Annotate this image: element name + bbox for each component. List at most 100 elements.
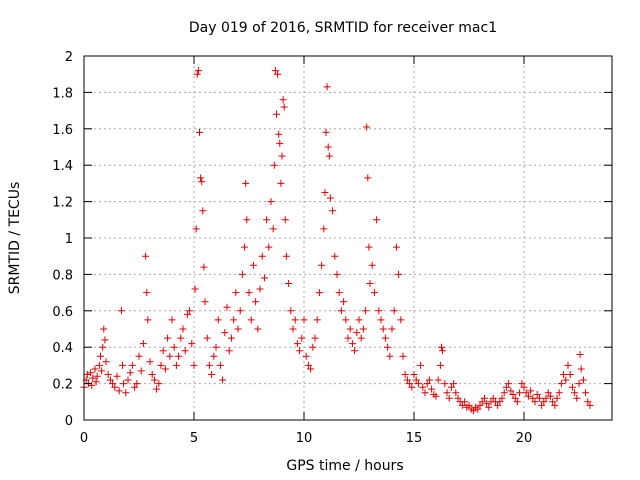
data-point [277,179,285,187]
data-point [181,347,189,355]
data-point [219,376,227,384]
data-point [88,381,96,389]
data-point [109,380,117,388]
data-point [115,387,123,395]
data-point [324,143,332,151]
data-point [403,376,411,384]
data-point [436,361,444,369]
data-point [263,216,271,224]
data-point [223,303,231,311]
data-point [531,398,539,406]
data-point [216,361,224,369]
data-point [476,401,484,409]
data-point [438,343,445,351]
data-point [168,316,176,324]
data-point [274,70,282,78]
data-point [144,316,152,324]
data-point [344,334,352,342]
data-point [511,394,519,402]
data-point [95,361,103,369]
data-point [221,329,229,337]
data-point [143,289,151,297]
data-point [447,383,455,391]
data-point [126,369,134,377]
data-point [313,316,321,324]
chart-title: Day 019 of 2016, SRMTID for receiver mac… [189,20,497,36]
data-point [99,343,107,351]
data-point [474,405,482,413]
data-point [101,336,109,344]
data-point [450,380,458,388]
data-point [242,179,250,187]
data-point [562,376,570,384]
data-point [568,383,576,391]
data-point [576,351,584,358]
data-point [280,103,288,111]
data-point [381,334,389,342]
data-point [100,325,108,333]
data-point [214,316,222,324]
data-point [203,334,211,342]
data-point [384,343,392,351]
data-point [465,401,473,409]
data-point [557,380,565,388]
data-point [139,340,147,348]
data-point [410,371,418,378]
data-point [166,352,174,360]
data-point [128,361,136,369]
data-point [273,110,280,118]
y-tick-label: 1.6 [52,123,73,138]
data-point [172,361,180,369]
data-point [83,371,91,378]
data-point [287,307,295,315]
data-point [458,401,466,409]
data-point [148,371,156,378]
x-tick-label: 20 [516,431,533,446]
data-point [177,334,185,342]
data-point [432,392,440,400]
data-point [291,316,299,324]
data-point [278,152,286,160]
data-point [439,347,447,355]
data-point [577,365,585,373]
data-point [513,398,521,406]
x-tick-label: 0 [80,431,88,446]
data-point [340,298,348,306]
data-point [318,261,326,269]
data-point [443,389,451,397]
data-point [363,123,371,131]
data-point [362,307,370,315]
data-point [320,225,328,233]
data-point [161,365,169,373]
data-point [315,289,323,297]
data-point [546,392,554,400]
data-point [364,174,372,182]
data-point [104,371,112,378]
data-point [137,367,145,375]
data-point [419,383,427,391]
data-point [159,347,167,355]
data-point [170,343,178,351]
data-point [412,376,420,384]
data-point [122,389,130,397]
data-point [232,289,240,297]
data-point [395,270,403,278]
data-point [516,389,524,397]
data-point [348,340,356,348]
data-point [270,161,278,169]
data-point [401,371,409,378]
data-point [300,316,308,324]
y-axis-label: SRMTID / TECUs [7,182,23,295]
data-points [80,67,594,415]
data-point [326,194,334,202]
data-point [346,325,354,333]
data-point [533,391,541,398]
data-point [483,400,491,408]
data-point [200,263,208,271]
data-point [267,198,275,206]
data-point [293,340,301,348]
x-tick-label: 5 [190,431,198,446]
data-point [351,347,359,355]
data-point [271,67,279,75]
